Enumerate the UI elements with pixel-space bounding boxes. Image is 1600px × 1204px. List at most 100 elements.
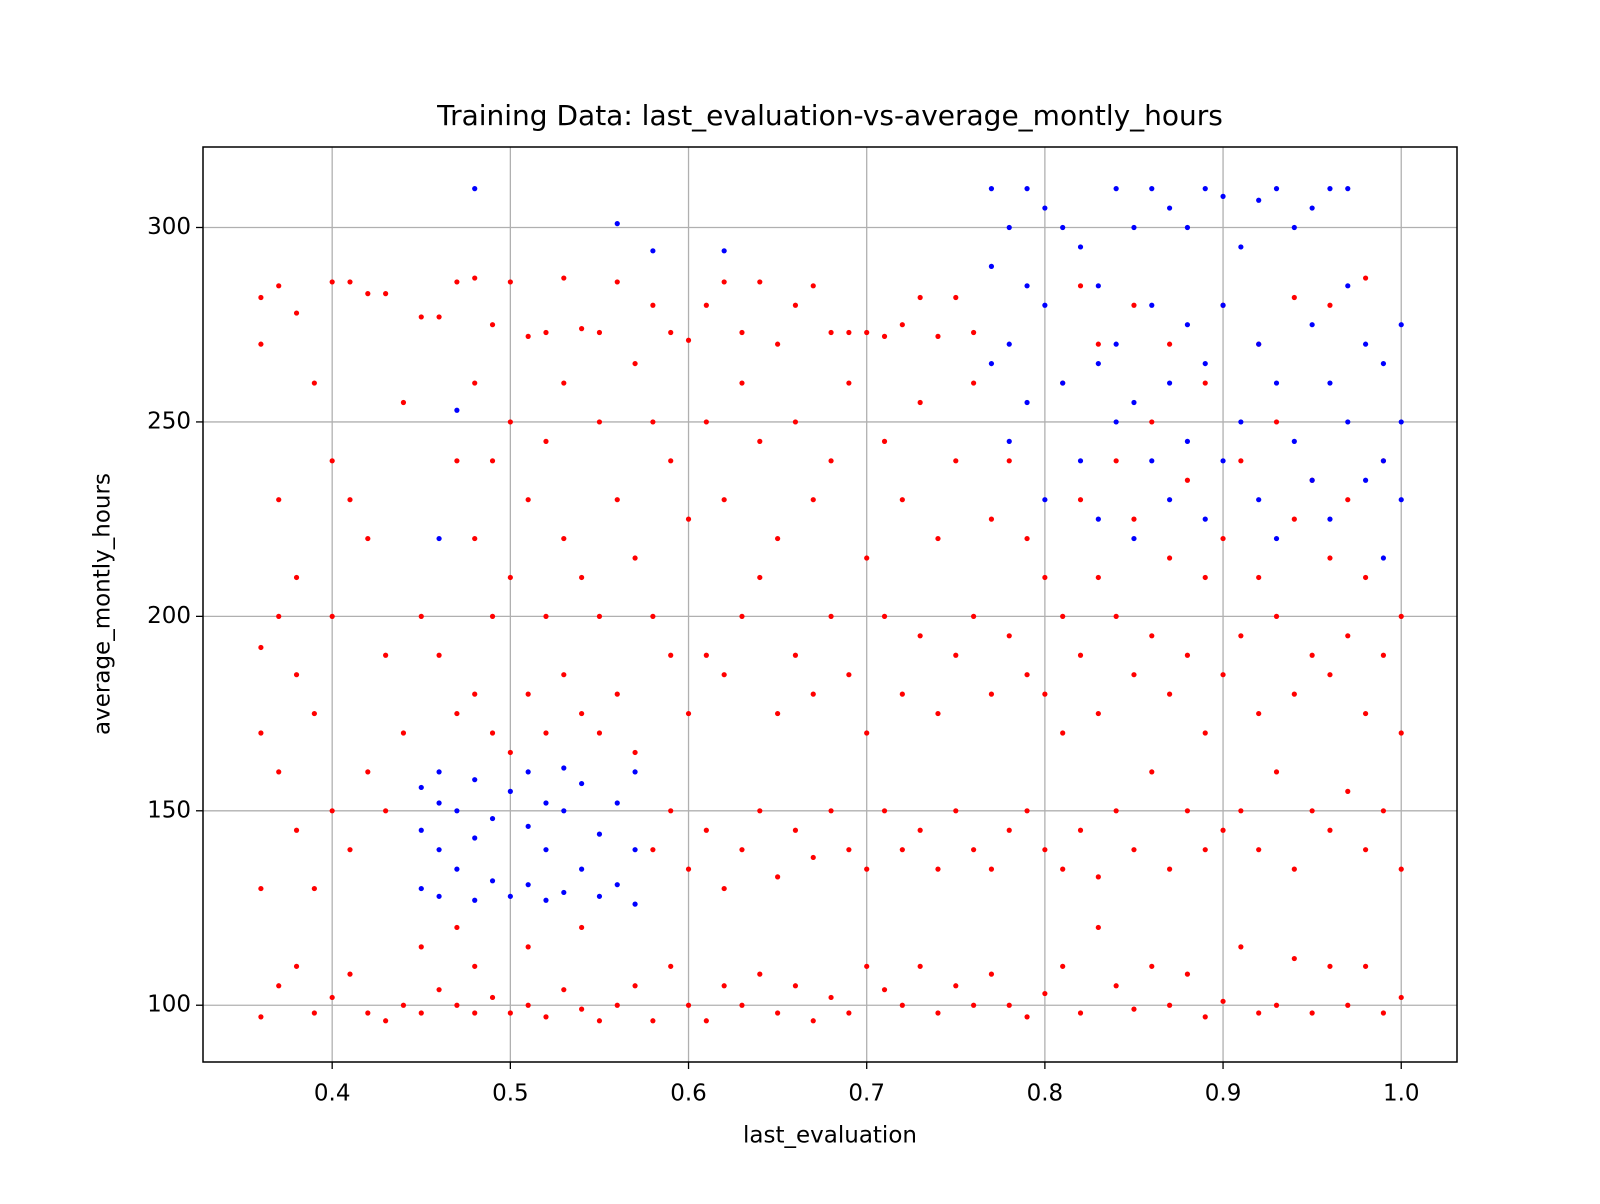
- point: [1060, 380, 1066, 386]
- point: [864, 866, 870, 872]
- point: [1131, 302, 1137, 308]
- point: [988, 866, 995, 872]
- point: [1273, 535, 1280, 542]
- point: [561, 765, 567, 771]
- y-tick-label: 200: [147, 603, 191, 629]
- point: [276, 769, 282, 775]
- point: [1167, 205, 1173, 211]
- point: [436, 800, 442, 806]
- point: [329, 613, 335, 619]
- point: [632, 847, 638, 853]
- point: [365, 535, 371, 542]
- point: [881, 333, 888, 339]
- point: [988, 516, 995, 522]
- point: [1131, 535, 1137, 542]
- point: [721, 497, 727, 503]
- point: [1202, 186, 1208, 192]
- x-axis-label: last_evaluation: [743, 1123, 917, 1149]
- point: [1167, 555, 1173, 561]
- point: [258, 644, 264, 651]
- point: [1291, 438, 1297, 444]
- point: [1220, 302, 1226, 308]
- point: [489, 322, 496, 328]
- point: [1327, 672, 1333, 678]
- point: [1077, 1010, 1084, 1016]
- y-tick-label: 250: [147, 408, 191, 434]
- point: [828, 808, 834, 814]
- point: [881, 438, 888, 444]
- point: [650, 847, 656, 853]
- point: [1327, 516, 1333, 522]
- point: [383, 1018, 389, 1024]
- point: [1060, 613, 1066, 619]
- point: [668, 963, 674, 969]
- point: [1184, 652, 1191, 658]
- point: [792, 419, 799, 425]
- point: [792, 652, 799, 658]
- point: [543, 613, 549, 619]
- point: [917, 399, 923, 406]
- point: [1095, 360, 1101, 367]
- x-tick-label: 0.5: [492, 1081, 529, 1107]
- point: [668, 808, 674, 814]
- plot-frame: [202, 146, 1458, 1063]
- point: [1131, 399, 1137, 406]
- point: [1167, 497, 1173, 503]
- point: [454, 279, 460, 285]
- point: [1184, 438, 1191, 444]
- point: [668, 652, 674, 658]
- point: [561, 808, 567, 814]
- point: [258, 294, 264, 301]
- point: [579, 326, 585, 332]
- point: [436, 769, 442, 775]
- x-tick-label: 0.4: [314, 1081, 351, 1107]
- point: [1273, 380, 1280, 386]
- point: [1184, 224, 1191, 231]
- point: [472, 897, 478, 903]
- point: [614, 221, 620, 227]
- point: [258, 885, 264, 892]
- point: [365, 291, 371, 297]
- point: [1095, 283, 1101, 289]
- point: [1238, 808, 1244, 814]
- point: [685, 866, 692, 872]
- point: [1184, 477, 1191, 483]
- point: [1024, 672, 1030, 678]
- point: [1256, 847, 1262, 853]
- point: [436, 987, 442, 993]
- point: [1042, 990, 1048, 997]
- point: [596, 613, 603, 619]
- point: [739, 613, 745, 619]
- point: [1113, 341, 1119, 347]
- point: [1095, 710, 1101, 717]
- point: [311, 1010, 317, 1016]
- point: [418, 314, 424, 320]
- point: [454, 458, 460, 464]
- point: [864, 329, 870, 336]
- point: [596, 1018, 603, 1024]
- point: [1060, 730, 1066, 736]
- point: [1327, 186, 1333, 192]
- point: [1273, 1002, 1280, 1008]
- point: [1398, 613, 1404, 619]
- point: [614, 691, 620, 697]
- point: [1291, 516, 1297, 522]
- point: [418, 944, 424, 950]
- point: [1184, 808, 1191, 814]
- point: [472, 777, 478, 783]
- point: [525, 497, 531, 503]
- point: [1095, 341, 1101, 347]
- point: [1202, 847, 1208, 853]
- point: [1220, 672, 1226, 678]
- point: [436, 847, 442, 853]
- point: [507, 279, 513, 285]
- point: [971, 847, 977, 853]
- point: [917, 294, 923, 301]
- point: [454, 407, 460, 413]
- point: [1345, 1002, 1351, 1008]
- point: [1273, 613, 1280, 619]
- point: [1042, 847, 1048, 853]
- y-tick-label: 300: [147, 214, 191, 240]
- point: [454, 1002, 460, 1008]
- point: [543, 730, 549, 736]
